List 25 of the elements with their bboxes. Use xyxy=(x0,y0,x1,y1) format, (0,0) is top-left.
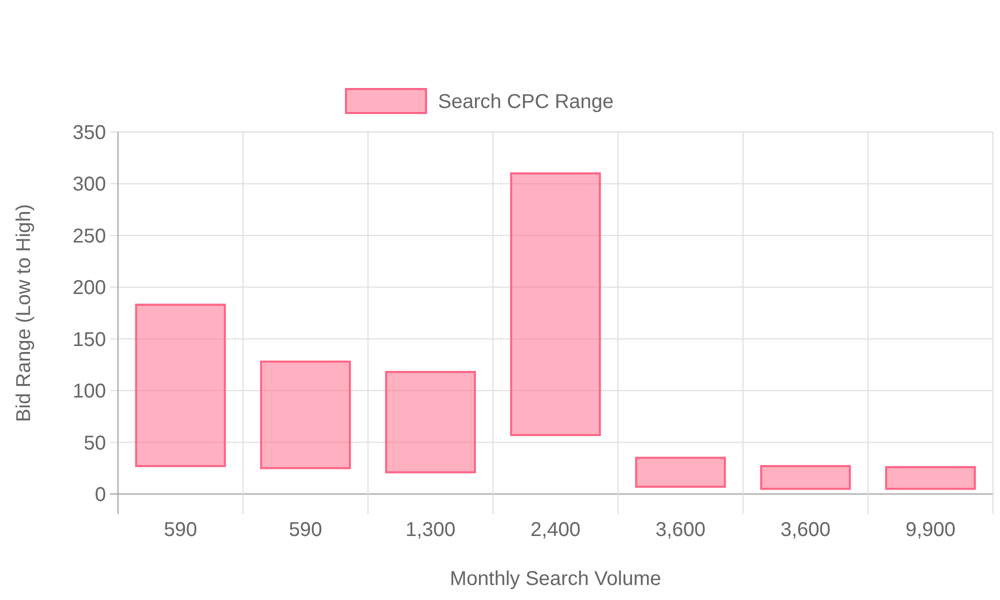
x-tick-label: 1,300 xyxy=(405,519,456,541)
x-tick-label: 3,600 xyxy=(655,519,706,541)
bar xyxy=(135,304,226,468)
bar xyxy=(260,360,351,470)
bar xyxy=(885,466,976,490)
x-tick-label: 3,600 xyxy=(780,519,831,541)
bar xyxy=(635,456,726,488)
y-tick-label: 200 xyxy=(72,277,106,300)
x-tick-label: 590 xyxy=(164,519,198,541)
y-axis-title: Bid Range (Low to High) xyxy=(13,204,35,422)
bar xyxy=(510,172,601,436)
y-tick-label: 100 xyxy=(72,380,106,403)
y-tick-label: 0 xyxy=(94,484,106,506)
y-tick-label: 250 xyxy=(72,225,106,248)
x-tick-label: 9,900 xyxy=(905,519,956,541)
x-axis-title: Monthly Search Volume xyxy=(450,568,662,590)
y-tick-label: 150 xyxy=(72,328,106,351)
legend-label: Search CPC Range xyxy=(438,91,614,113)
bar xyxy=(385,370,476,474)
y-tick-label: 300 xyxy=(72,174,106,196)
y-tick-label: 50 xyxy=(84,432,106,454)
y-tick-label: 350 xyxy=(72,122,106,144)
bar xyxy=(760,465,851,490)
x-tick-label: 2,400 xyxy=(530,519,581,541)
x-tick-label: 590 xyxy=(288,519,322,541)
